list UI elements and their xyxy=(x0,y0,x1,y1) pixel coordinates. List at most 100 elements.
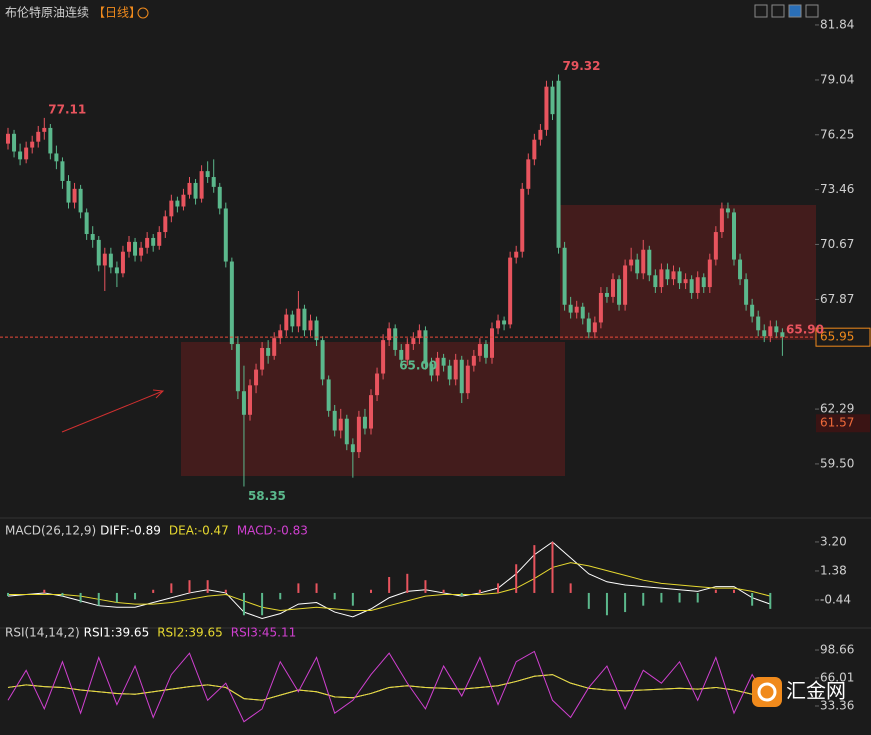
candle-body xyxy=(713,232,718,260)
histogram-bar xyxy=(497,583,500,593)
tool-icon[interactable] xyxy=(771,4,785,18)
candle-body xyxy=(725,208,730,213)
candle-body xyxy=(175,200,180,207)
candle-body xyxy=(223,208,228,262)
candle-body xyxy=(36,131,41,142)
candle-body xyxy=(568,304,573,313)
y-tick-label: -0.44 xyxy=(820,592,851,606)
chart-title: 布伦特原油连续 xyxy=(5,5,89,20)
histogram-bar xyxy=(261,592,264,616)
candle-body xyxy=(266,347,271,356)
candle-body xyxy=(127,241,131,252)
tool-icon[interactable] xyxy=(788,4,802,18)
toolbar xyxy=(754,4,819,18)
candle-body xyxy=(393,328,398,350)
candle-body xyxy=(471,355,476,366)
candle-body xyxy=(72,188,77,203)
candle-body xyxy=(78,188,83,213)
histogram-bar xyxy=(769,592,772,609)
candle-body xyxy=(665,269,670,280)
candle-body xyxy=(671,271,676,280)
legend-entry: MACD:-0.83 xyxy=(237,524,308,538)
histogram-bar xyxy=(43,589,46,593)
candle-body xyxy=(308,320,313,331)
logo-text: 汇金网 xyxy=(786,679,846,703)
candle-body xyxy=(635,259,640,274)
candle-body xyxy=(24,147,29,160)
histogram-bar xyxy=(733,589,735,593)
candle-body xyxy=(338,418,343,431)
tool-icon[interactable] xyxy=(754,4,768,18)
candle-body xyxy=(399,349,404,360)
histogram-bar xyxy=(297,583,300,593)
series-line xyxy=(8,562,771,611)
tool-icon[interactable] xyxy=(805,4,819,18)
candle-body xyxy=(260,347,265,370)
y-tick-label: 59.50 xyxy=(820,456,854,470)
candle-body xyxy=(387,328,392,341)
candle-body xyxy=(459,359,464,394)
histogram-bar xyxy=(714,589,717,593)
candle-body xyxy=(520,188,525,252)
price-label: 65.95 xyxy=(820,330,854,344)
candle-body xyxy=(369,395,373,429)
histogram-bar xyxy=(478,589,481,593)
histogram-bar xyxy=(188,580,191,593)
legend-entry: DEA:-0.47 xyxy=(169,524,229,538)
histogram-bar xyxy=(642,592,645,606)
candle-body xyxy=(332,410,337,431)
histogram-bar xyxy=(551,541,554,593)
arrow-head xyxy=(152,389,165,399)
candle-body xyxy=(417,330,422,339)
histogram-bar xyxy=(279,592,282,600)
candle-body xyxy=(120,251,125,274)
y-tick-label: 66.01 xyxy=(820,671,854,685)
candle-body xyxy=(732,212,736,260)
candle-body xyxy=(707,259,712,288)
candle-body xyxy=(641,249,646,274)
add-icon[interactable] xyxy=(137,7,149,19)
candle-body xyxy=(18,151,23,160)
candle-body xyxy=(163,216,168,233)
histogram-bar xyxy=(696,592,699,603)
y-tick-label: 67.87 xyxy=(820,292,854,306)
candle-body xyxy=(6,133,10,144)
y-tick-label: 79.04 xyxy=(820,72,854,86)
candle-body xyxy=(514,251,519,258)
candle-body xyxy=(42,127,47,132)
series-line xyxy=(7,674,771,701)
histogram-bar xyxy=(351,592,354,606)
candle-body xyxy=(544,86,549,130)
price-label: 61.57 xyxy=(820,416,854,430)
candle-body xyxy=(756,316,761,331)
candle-body xyxy=(629,259,634,266)
candle-body xyxy=(441,357,446,366)
candle-body xyxy=(290,314,295,327)
histogram-bar xyxy=(751,592,754,606)
candle-body xyxy=(254,369,259,386)
y-tick-label: 73.46 xyxy=(820,182,854,196)
candle-body xyxy=(659,269,664,288)
histogram-bar xyxy=(678,592,681,603)
candle-body xyxy=(157,232,162,246)
histogram-bar xyxy=(79,592,82,603)
price-tag: 65.90 xyxy=(786,323,824,337)
candle-body xyxy=(677,271,682,284)
y-tick-label: 70.67 xyxy=(820,237,854,251)
candle-body xyxy=(296,308,301,327)
candle-body xyxy=(774,326,779,333)
candle-body xyxy=(453,359,458,380)
candle-body xyxy=(12,133,17,152)
candle-body xyxy=(356,416,361,453)
histogram-bar xyxy=(587,592,590,609)
candle-body xyxy=(429,363,434,376)
candle-body xyxy=(241,391,246,415)
candle-body xyxy=(490,328,494,358)
candle-body xyxy=(272,338,277,356)
candle-body xyxy=(580,306,585,319)
candle-body xyxy=(375,373,380,396)
candle-body xyxy=(447,365,452,380)
panel-title: RSI(14,14,2) xyxy=(5,626,80,640)
price-box xyxy=(815,327,871,347)
candle-body xyxy=(151,237,156,246)
